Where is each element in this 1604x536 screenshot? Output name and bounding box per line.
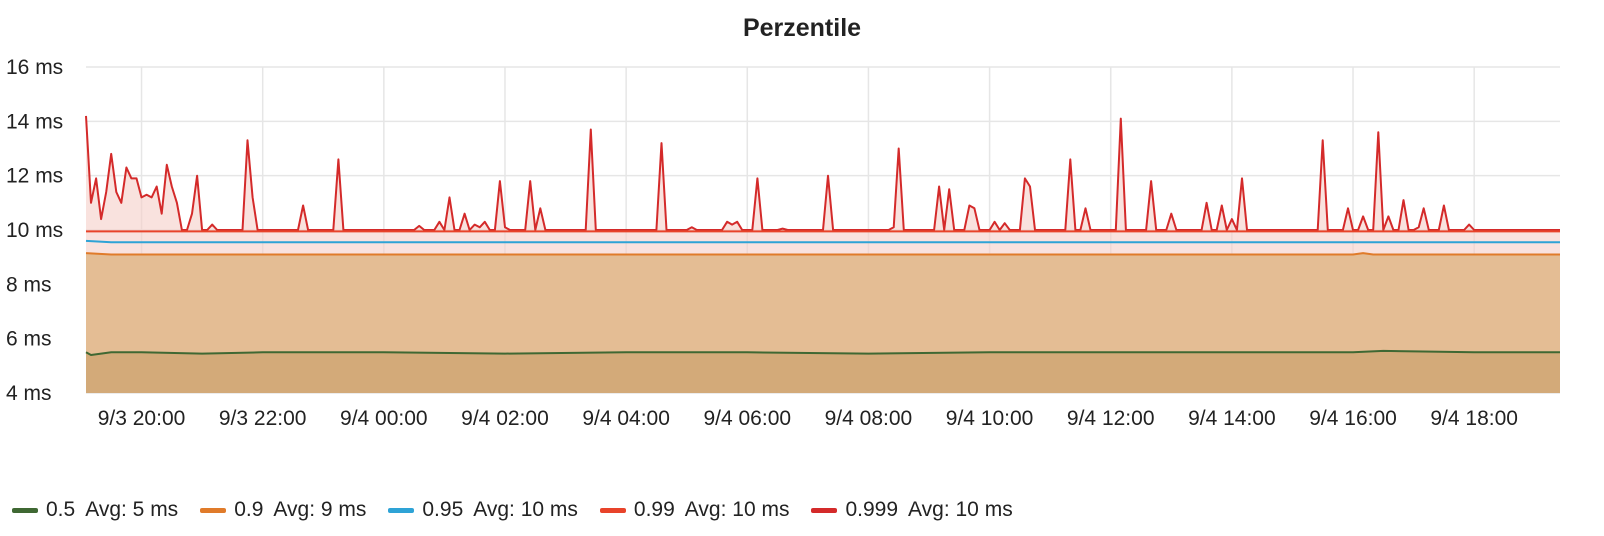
series-line-0-9	[85, 252, 1560, 256]
y-tick-label: 8 ms	[6, 273, 52, 296]
legend-avg-value: Avg: 10 ms	[684, 498, 790, 521]
legend-series-name: 0.5	[46, 498, 76, 521]
legend-swatch	[388, 507, 415, 513]
x-tick-label: 9/3 22:00	[219, 407, 307, 430]
y-tick-label: 4 ms	[6, 382, 52, 405]
legend-series-name: 0.9	[234, 498, 264, 521]
legend-series-name: 0.95	[422, 498, 464, 521]
legend-series-name: 0.99	[633, 498, 675, 521]
series-line-0-5	[85, 349, 1560, 356]
y-tick-label: 16 ms	[6, 56, 63, 79]
x-tick-label: 9/3 20:00	[98, 407, 186, 430]
legend-swatch	[599, 507, 626, 513]
series-area-0-5	[86, 350, 1560, 393]
x-tick-label: 9/4 08:00	[825, 407, 913, 430]
x-tick-label: 9/4 02:00	[461, 407, 549, 430]
chart-legend: 0.5 Avg: 5 ms 0.9 Avg: 9 ms 0.95 Avg: 10 ms 0.…	[12, 496, 1035, 524]
legend-swatch	[12, 507, 38, 513]
legend-avg-value: Avg: 10 ms	[473, 498, 578, 521]
legend-item[interactable]: 0.5 Avg: 5 ms	[12, 498, 178, 522]
series-line-0-999	[85, 115, 1560, 231]
legend-item[interactable]: 0.9 Avg: 9 ms	[200, 498, 366, 522]
x-tick-label: 9/4 06:00	[703, 407, 791, 430]
legend-avg-value: Avg: 9 ms	[273, 498, 367, 521]
chart-title: Perzentile	[742, 14, 862, 42]
x-tick-label: 9/4 00:00	[340, 407, 428, 430]
legend-avg-value: Avg: 10 ms	[908, 498, 1013, 521]
x-tick-label: 9/4 12:00	[1067, 407, 1155, 430]
legend-item[interactable]: 0.95 Avg: 10 ms	[388, 498, 578, 522]
legend-item[interactable]: 0.99 Avg: 10 ms	[599, 498, 790, 522]
legend-series-name: 0.999	[845, 498, 899, 521]
y-tick-label: 6 ms	[6, 328, 52, 351]
x-tick-label: 9/4 04:00	[582, 407, 670, 430]
legend-swatch	[200, 507, 227, 513]
legend-item[interactable]: 0.999 Avg: 10 ms	[811, 498, 1013, 522]
y-tick-label: 10 ms	[6, 219, 63, 242]
y-tick-label: 14 ms	[6, 110, 63, 133]
legend-avg-value: Avg: 5 ms	[85, 498, 179, 521]
legend-swatch	[811, 507, 838, 513]
x-tick-label: 9/4 14:00	[1188, 407, 1276, 430]
x-tick-label: 9/4 16:00	[1309, 407, 1397, 430]
y-tick-label: 12 ms	[6, 165, 63, 188]
x-tick-label: 9/4 18:00	[1430, 407, 1518, 430]
series-line-0-95	[85, 239, 1560, 244]
x-tick-label: 9/4 10:00	[946, 407, 1034, 430]
